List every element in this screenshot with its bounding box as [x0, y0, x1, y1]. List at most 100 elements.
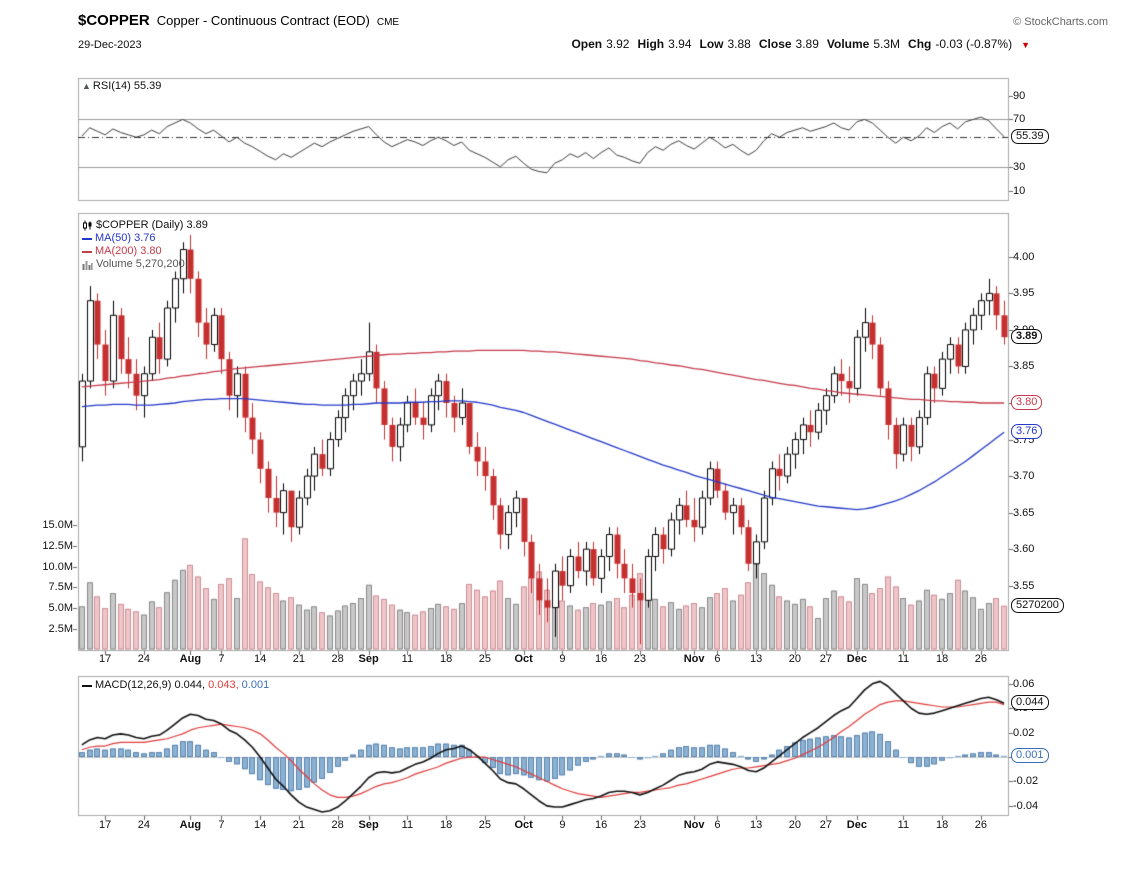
- x-axis-label: 21: [292, 819, 305, 831]
- ma200-value-box: 3.80: [1011, 395, 1043, 410]
- x-axis-label: Dec: [846, 819, 867, 831]
- volume-axis-tick-label: 5.0M: [48, 602, 73, 614]
- macd-axis-tick-label: 0.02: [1013, 726, 1035, 739]
- hist-value-box: 0.001: [1011, 748, 1049, 763]
- x-axis-label: 18: [936, 819, 949, 831]
- volume-axis-tick-label: 15.0M: [42, 519, 73, 531]
- rsi-axis-tick-label: 10: [1013, 184, 1026, 197]
- x-axis-label: 17: [99, 819, 112, 831]
- open-label: Open: [571, 37, 603, 51]
- volume-value: 5.3M: [873, 37, 901, 51]
- price-axis-tick-label: 3.85: [1013, 360, 1035, 373]
- x-axis-label: Sep: [358, 819, 379, 831]
- rsi-legend: ▲ RSI(14) 55.39: [82, 80, 161, 93]
- volume-axis-tick-label: 10.0M: [42, 560, 73, 573]
- x-axis-label: Aug: [179, 653, 202, 665]
- close-value-box: 3.89: [1011, 329, 1043, 344]
- rsi-value-box: 55.39: [1011, 129, 1049, 144]
- ma200-legend-row: MA(200) 3.80: [82, 245, 208, 258]
- quote-date: 29-Dec-2023: [78, 39, 142, 51]
- price-axis-tick-label: 3.60: [1013, 543, 1035, 556]
- exchange-label: CME: [376, 17, 400, 28]
- price-axis-tick-label: 3.65: [1013, 506, 1035, 519]
- symbol-description: Copper - Continuous Contract (EOD): [156, 13, 370, 28]
- rsi-axis-tick-label: 30: [1013, 160, 1026, 173]
- x-axis-label: 11: [897, 653, 910, 665]
- x-axis-label: 16: [595, 819, 608, 831]
- rsi-panel: ▲ RSI(14) 55.39: [78, 78, 1008, 200]
- rsi-axis-tick-label: 90: [1013, 89, 1026, 102]
- x-axis-label: 11: [897, 819, 910, 831]
- x-axis-label: 6: [714, 653, 721, 665]
- price-axis-tick-label: 3.55: [1013, 579, 1035, 592]
- ma50-legend-row: MA(50) 3.76: [82, 232, 208, 245]
- indicator-icon: ▲: [82, 81, 91, 91]
- macd-legend: MACD(12,26,9) 0.044, 0.043, 0.001: [82, 679, 269, 692]
- macd-panel: MACD(12,26,9) 0.044, 0.043, 0.001: [78, 676, 1008, 815]
- x-axis-label: 14: [254, 653, 267, 665]
- x-axis-label: 26: [974, 653, 987, 665]
- x-axis-label: 18: [440, 653, 453, 665]
- ma200-line-swatch: [82, 250, 92, 253]
- x-axis-label: 11: [401, 653, 414, 665]
- volume-value-box: 5270200: [1011, 598, 1064, 613]
- rsi-legend-text: RSI(14) 55.39: [92, 80, 162, 92]
- x-axis-label: Nov: [683, 653, 705, 665]
- chg-label: Chg: [908, 37, 932, 51]
- low-value: 3.88: [727, 37, 751, 51]
- close-label: Close: [758, 37, 792, 51]
- x-axis-label: 24: [137, 819, 150, 831]
- x-axis-label: Sep: [358, 653, 379, 665]
- price-axis-tick-label: 3.70: [1013, 470, 1035, 483]
- volume-legend-row: Volume 5,270,200: [82, 258, 208, 271]
- volume-axis-tick-label: 7.5M: [48, 581, 73, 594]
- x-axis-label: 16: [595, 653, 608, 665]
- x-axis-label: 6: [714, 819, 721, 831]
- x-axis-label: Nov: [683, 819, 705, 831]
- close-value: 3.89: [795, 37, 819, 51]
- quote-row: 29-Dec-2023 Open 3.92 High 3.94 Low 3.88…: [78, 37, 1030, 51]
- macd-legend-signal: 0.043,: [208, 679, 239, 691]
- x-axis-label: 14: [254, 819, 267, 831]
- macd-value-box: 0.044: [1011, 695, 1049, 710]
- macd-legend-hist: 0.001: [241, 679, 270, 691]
- price-axis-tick-label: 3.95: [1013, 287, 1035, 300]
- volume-bars-icon: [82, 260, 93, 270]
- x-axis-label: 24: [137, 653, 150, 665]
- ma50-line-swatch: [82, 237, 92, 240]
- price-legend: $COPPER (Daily) 3.89 MA(50) 3.76 MA(200)…: [82, 219, 208, 271]
- macd-axis-tick-label: 0.06: [1013, 677, 1035, 690]
- symbol: $COPPER: [78, 12, 150, 29]
- x-axis-label: 25: [478, 653, 491, 665]
- header: $COPPER Copper - Continuous Contract (EO…: [78, 12, 1108, 29]
- copyright: © StockCharts.com: [1013, 16, 1108, 28]
- volume-axis-tick-label: 2.5M: [48, 622, 73, 635]
- x-axis-label: 13: [750, 819, 763, 831]
- macd-legend-main: MACD(12,26,9) 0.044,: [95, 679, 206, 691]
- x-axis-label: 21: [292, 653, 305, 665]
- x-axis-label: 20: [788, 819, 801, 831]
- x-axis-label: 13: [750, 653, 763, 665]
- x-axis-label: 27: [819, 819, 832, 831]
- ma50-value-box: 3.76: [1011, 424, 1043, 439]
- volume-axis-tick-label: 12.5M: [42, 539, 73, 552]
- x-axis-label: 28: [331, 819, 344, 831]
- x-axis-label: 17: [99, 653, 112, 665]
- rsi-axis-tick-label: 70: [1013, 113, 1026, 126]
- price-legend-symbol: $COPPER (Daily) 3.89: [96, 219, 208, 231]
- x-axis-label: Dec: [846, 653, 867, 665]
- x-axis-label: 9: [559, 819, 566, 831]
- price-axis-tick-label: 4.00: [1013, 250, 1035, 263]
- price-panel: $COPPER (Daily) 3.89 MA(50) 3.76 MA(200)…: [78, 213, 1008, 650]
- x-axis-label: 23: [633, 653, 646, 665]
- x-axis-label: 7: [218, 653, 225, 665]
- high-value: 3.94: [668, 37, 692, 51]
- volume-legend-label: Volume 5,270,200: [96, 258, 185, 270]
- x-axis-label: 28: [331, 653, 344, 665]
- macd-axis-tick-label: -0.02: [1013, 775, 1039, 788]
- x-axis-label: 23: [633, 819, 646, 831]
- ma200-legend-label: MA(200) 3.80: [95, 245, 162, 257]
- macd-axis-tick-label: -0.04: [1013, 799, 1039, 812]
